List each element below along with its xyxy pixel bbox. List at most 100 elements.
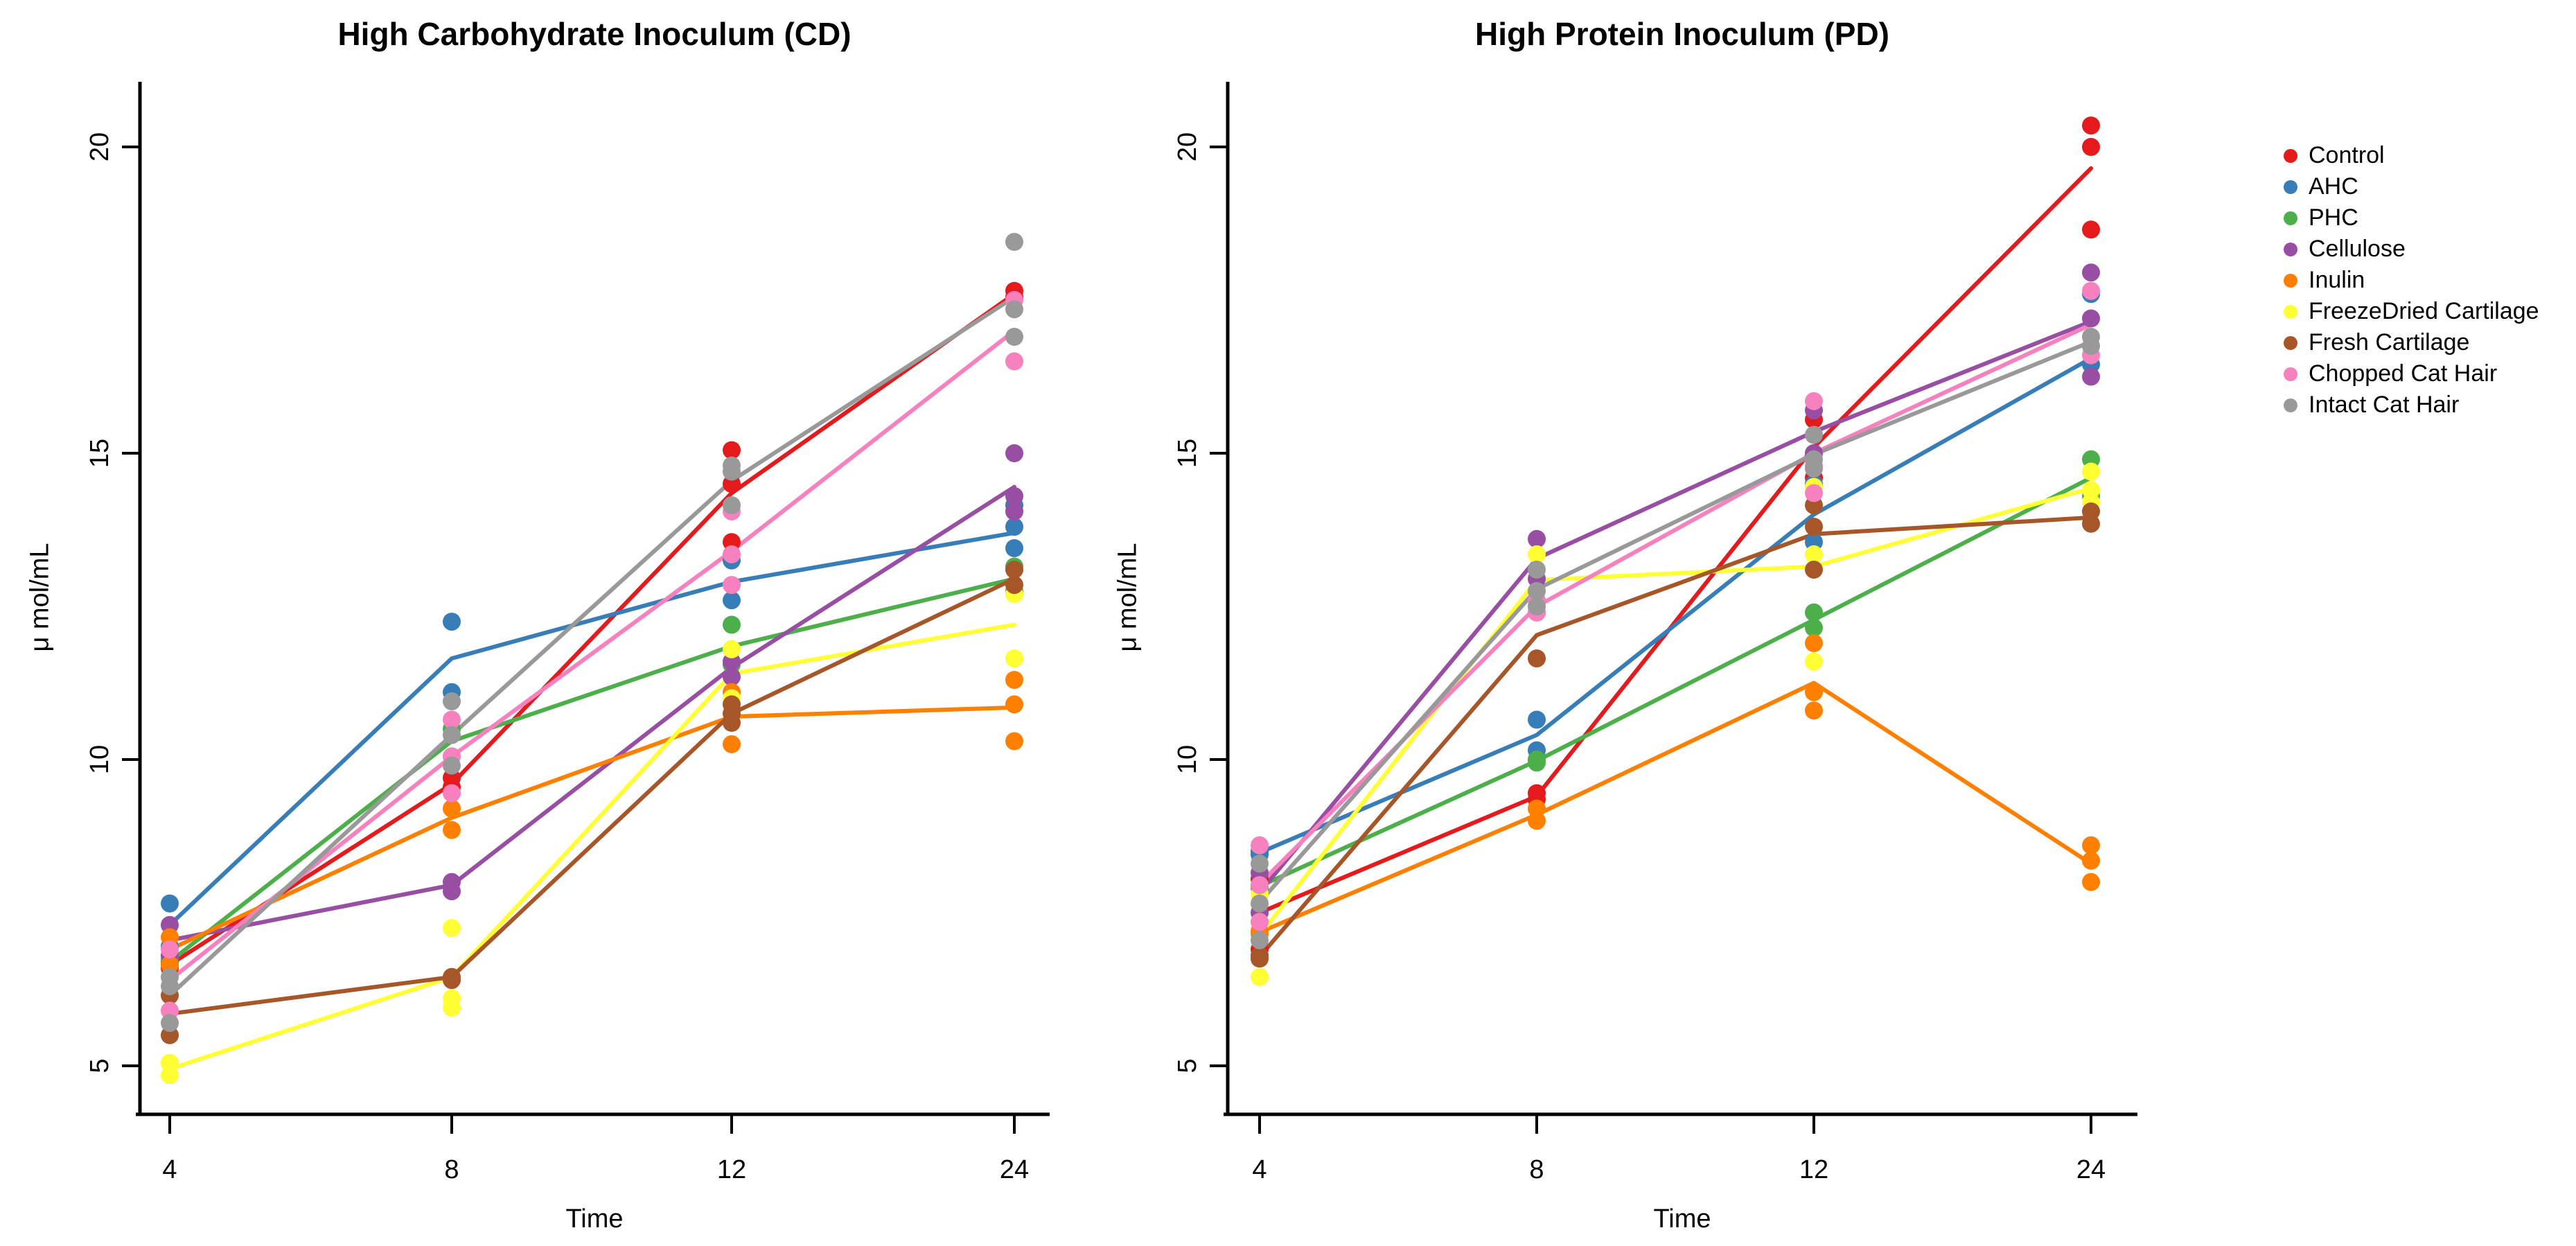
x-tick-label: 24 (1000, 1155, 1029, 1184)
data-point-intact-cat-hair (1528, 597, 1546, 615)
data-point-cellulose (1005, 502, 1023, 520)
data-point-intact-cat-hair (1005, 300, 1023, 319)
data-point-cellulose (2082, 309, 2100, 328)
data-point-cellulose (2082, 367, 2100, 386)
x-tick-label: 12 (717, 1155, 746, 1184)
data-point-intact-cat-hair (1005, 233, 1023, 251)
data-point-chopped-cat-hair (723, 545, 741, 563)
data-point-fresh-cartilage (723, 714, 741, 732)
series-line-chopped-cat-hair (168, 328, 1016, 983)
series-line-freezedried-cartilage (168, 622, 1016, 1071)
legend-item-control: Control (2284, 140, 2539, 171)
data-point-freezedried-cartilage (723, 640, 741, 658)
data-point-inulin (443, 821, 461, 839)
data-point-intact-cat-hair (1528, 561, 1546, 579)
series-line-intact-cat-hair (1258, 340, 2093, 904)
y-tick-label: 20 (85, 132, 114, 161)
data-point-phc (1805, 618, 1823, 637)
data-point-chopped-cat-hair (2082, 281, 2100, 300)
series-line-inulin (168, 705, 1016, 951)
left-plot-title: High Carbohydrate Inoculum (CD) (337, 16, 852, 52)
series-line-control (1258, 166, 2093, 915)
legend-label: Chopped Cat Hair (2309, 360, 2498, 387)
data-point-fresh-cartilage (443, 971, 461, 990)
data-point-ahc (723, 591, 741, 610)
legend-swatch-icon (2284, 179, 2297, 194)
data-point-intact-cat-hair (723, 496, 741, 515)
series-line-freezedried-cartilage (1258, 486, 2093, 938)
right-x-axis-label: Time (1653, 1204, 1711, 1234)
y-tick-label: 20 (1173, 132, 1202, 161)
legend-swatch-icon (2284, 242, 2297, 256)
legend-label: FreezeDried Cartilage (2309, 298, 2539, 324)
data-point-control (2082, 220, 2100, 239)
data-point-inulin (2082, 836, 2100, 854)
data-point-phc (1805, 603, 1823, 622)
y-tick-label: 10 (85, 745, 114, 774)
plot-PD: 4 8 12 24 5 10 15 20 (1173, 82, 2137, 1184)
data-point-chopped-cat-hair (1251, 913, 1269, 931)
data-point-intact-cat-hair (723, 462, 741, 481)
x-tick-label: 4 (1252, 1155, 1267, 1184)
data-point-intact-cat-hair (1805, 459, 1823, 478)
data-point-inulin (1528, 811, 1546, 830)
data-point-ahc (1528, 710, 1546, 729)
data-point-freezedried-cartilage (1251, 967, 1269, 986)
series-line-fresh-cartilage (168, 577, 1016, 1016)
data-point-fresh-cartilage (2082, 514, 2100, 533)
series-line-fresh-cartilage (1258, 515, 2093, 959)
series-line-phc (1258, 475, 2093, 888)
data-point-intact-cat-hair (443, 692, 461, 710)
data-point-ahc (443, 613, 461, 631)
data-point-inulin (1805, 701, 1823, 720)
data-point-intact-cat-hair (443, 756, 461, 775)
legend-label: Cellulose (2309, 236, 2406, 262)
data-point-inulin (1805, 634, 1823, 652)
data-point-intact-cat-hair (443, 726, 461, 744)
left-y-axis-label: μ mol/mL (25, 543, 55, 652)
data-point-phc (723, 615, 741, 634)
data-point-control (723, 441, 741, 459)
legend-item-phc: PHC (2284, 202, 2539, 234)
x-tick-label: 8 (444, 1155, 459, 1184)
data-point-inulin (2082, 851, 2100, 870)
y-tick-label: 15 (85, 439, 114, 468)
data-point-inulin (2082, 872, 2100, 891)
data-point-freezedried-cartilage (1005, 649, 1023, 668)
data-point-fresh-cartilage (1005, 576, 1023, 595)
data-point-ahc (1005, 518, 1023, 536)
data-point-chopped-cat-hair (443, 784, 461, 802)
data-point-intact-cat-hair (1805, 425, 1823, 444)
legend-item-cellulose: Cellulose (2284, 234, 2539, 265)
legend-item-ahc: AHC (2284, 171, 2539, 202)
data-point-cellulose (723, 667, 741, 686)
data-point-intact-cat-hair (1251, 854, 1269, 873)
data-point-inulin (723, 735, 741, 753)
series-line-control (168, 292, 1016, 967)
legend-item-chopped-cat-hair: Chopped Cat Hair (2284, 358, 2539, 389)
data-point-fresh-cartilage (1528, 649, 1546, 668)
data-point-chopped-cat-hair (161, 940, 179, 958)
x-tick-label: 24 (2076, 1155, 2106, 1184)
series-line-intact-cat-hair (168, 295, 1016, 998)
data-point-freezedried-cartilage (443, 919, 461, 938)
data-point-chopped-cat-hair (1005, 352, 1023, 371)
x-tick-label: 12 (1799, 1155, 1828, 1184)
data-point-cellulose (1528, 529, 1546, 548)
legend-swatch-icon (2284, 335, 2297, 350)
legend: Control AHC PHC Cellulose Inulin FreezeDried … (2284, 140, 2539, 421)
legend-item-freezedried-cartilage: FreezeDried Cartilage (2284, 296, 2539, 327)
data-point-intact-cat-hair (161, 1014, 179, 1033)
data-point-inulin (1805, 683, 1823, 701)
legend-label: Intact Cat Hair (2309, 392, 2460, 418)
data-point-control (2082, 138, 2100, 156)
data-point-intact-cat-hair (161, 977, 179, 996)
data-point-chopped-cat-hair (1251, 876, 1269, 895)
y-tick-label: 5 (85, 1058, 114, 1073)
data-point-ahc (161, 894, 179, 913)
data-point-chopped-cat-hair (1251, 836, 1269, 854)
data-point-cellulose (1005, 444, 1023, 462)
data-point-cellulose (2082, 263, 2100, 282)
